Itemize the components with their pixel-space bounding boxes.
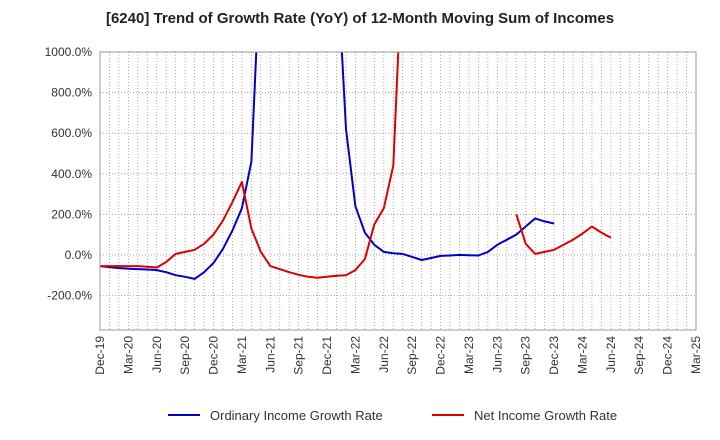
legend-swatch-blue	[168, 414, 200, 416]
x-tick-label: Jun-23	[490, 336, 504, 373]
x-tick-label: Sep-23	[519, 336, 533, 375]
chart-title: [6240] Trend of Growth Rate (YoY) of 12-…	[105, 10, 615, 27]
legend-swatch-red	[432, 414, 464, 416]
x-tick-label: Mar-23	[462, 336, 476, 374]
x-tick-label: Jun-20	[150, 336, 164, 373]
x-tick-label: Jun-22	[377, 336, 391, 373]
x-tick-label: Sep-21	[292, 336, 306, 375]
legend-item-ordinary: Ordinary Income Growth Rate	[168, 404, 383, 426]
x-axis-tick-labels: Dec-19 Mar-20 Jun-20 Sep-20 Dec-20 Mar-21 Jun-…	[93, 336, 703, 375]
x-tick-label: Dec-22	[434, 336, 448, 375]
y-tick-label: 400.0%	[51, 167, 92, 181]
x-tick-label: Sep-22	[405, 336, 419, 375]
x-tick-label: Sep-24	[632, 336, 646, 375]
plot-area-border	[99, 51, 697, 331]
x-tick-label: Dec-24	[661, 336, 675, 375]
x-tick-label: Mar-21	[235, 336, 249, 374]
gridlines	[100, 51, 696, 330]
legend-label-net: Net Income Growth Rate	[474, 407, 618, 423]
x-tick-label: Mar-22	[348, 336, 362, 374]
y-tick-label: -200.0%	[47, 289, 92, 303]
x-tick-label: Mar-25	[689, 336, 703, 374]
legend-label-ordinary: Ordinary Income Growth Rate	[210, 407, 383, 423]
y-tick-label: 600.0%	[51, 126, 92, 140]
ordinary-income-line	[100, 52, 258, 280]
net-income-line	[100, 52, 400, 279]
y-tick-label: 1000.0%	[45, 45, 93, 59]
x-tick-label: Dec-21	[320, 336, 334, 375]
x-tick-label: Dec-19	[93, 336, 107, 375]
x-tick-label: Mar-20	[121, 336, 135, 374]
chart-legend: Ordinary Income Growth Rate Net Income G…	[0, 404, 720, 426]
x-tick-label: Jun-21	[263, 336, 277, 373]
x-tick-label: Jun-24	[604, 336, 618, 373]
x-tick-label: Sep-20	[178, 336, 192, 375]
line-chart: 1000.0% 800.0% 600.0% 400.0% 200.0% 0.0% -200.…	[45, 45, 703, 375]
y-tick-label: 0.0%	[65, 248, 93, 262]
x-tick-label: Dec-23	[547, 336, 561, 375]
x-tick-label: Mar-24	[575, 336, 589, 374]
ordinary-income-line	[340, 52, 555, 261]
y-tick-label: 200.0%	[51, 207, 92, 221]
legend-item-net: Net Income Growth Rate	[432, 404, 617, 426]
net-income-line	[515, 213, 612, 255]
y-tick-label: 800.0%	[51, 86, 92, 100]
x-tick-label: Dec-20	[207, 336, 221, 375]
y-axis-tick-labels: 1000.0% 800.0% 600.0% 400.0% 200.0% 0.0% -200.…	[45, 45, 93, 303]
